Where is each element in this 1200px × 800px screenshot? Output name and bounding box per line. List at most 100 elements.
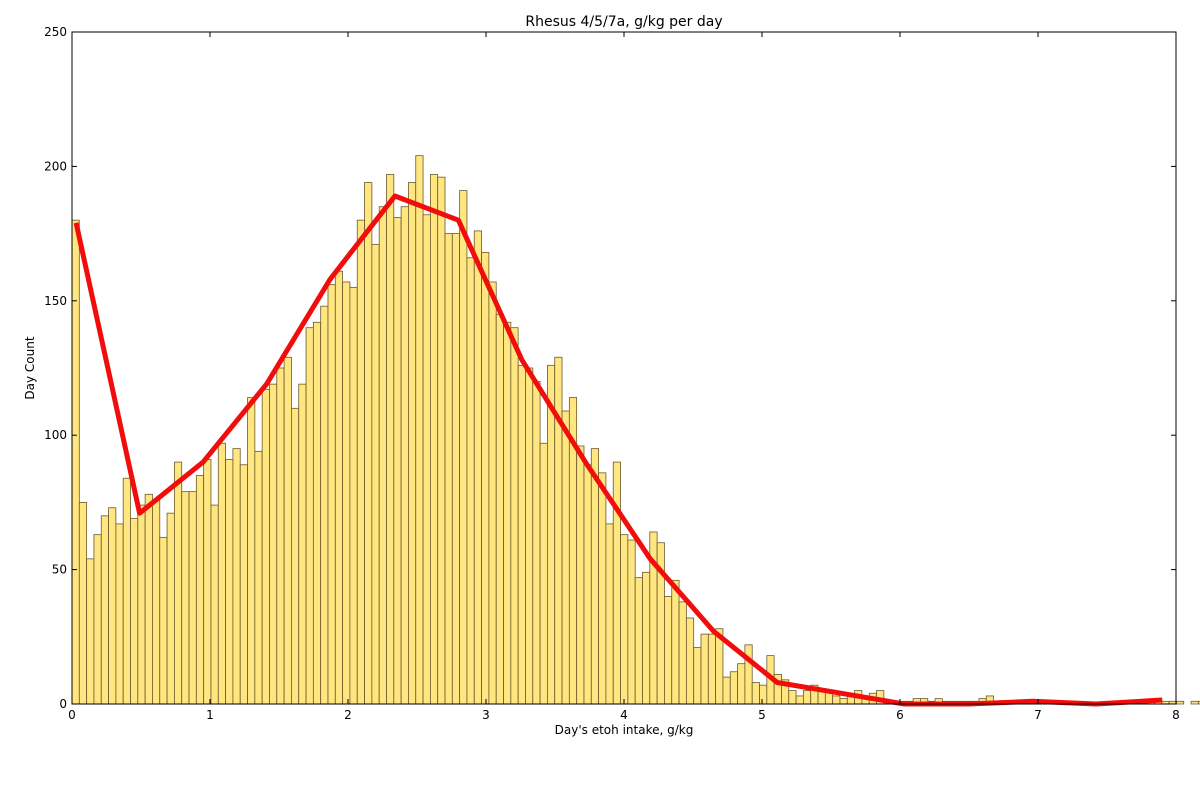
histogram-bar bbox=[152, 499, 161, 705]
x-tick-label: 8 bbox=[1172, 708, 1180, 722]
histogram-bar bbox=[1197, 700, 1200, 705]
y-tick-label: 50 bbox=[52, 563, 67, 577]
histogram-bar bbox=[188, 491, 197, 705]
x-tick-label: 4 bbox=[620, 708, 628, 722]
histogram-bar bbox=[627, 539, 636, 705]
histogram-bar bbox=[327, 284, 336, 705]
histogram-bar bbox=[415, 155, 424, 705]
histogram-bar bbox=[795, 695, 804, 705]
histogram-bar bbox=[466, 257, 475, 705]
histogram-bar bbox=[115, 523, 124, 705]
histogram-bar bbox=[729, 671, 738, 705]
histogram-bars bbox=[71, 155, 1200, 705]
histogram-bar bbox=[400, 206, 409, 705]
histogram-bar bbox=[473, 230, 482, 705]
histogram-bar bbox=[590, 448, 599, 705]
histogram-bar bbox=[1190, 700, 1199, 705]
histogram-bar bbox=[108, 507, 117, 705]
histogram-bar bbox=[239, 464, 248, 705]
histogram-bar bbox=[93, 534, 102, 705]
histogram-bar bbox=[744, 644, 753, 705]
histogram-bar bbox=[839, 698, 848, 705]
x-tick-label: 0 bbox=[68, 708, 76, 722]
y-tick-label: 150 bbox=[44, 294, 67, 308]
x-axis-label: Day's etoh intake, g/kg bbox=[555, 723, 694, 737]
histogram-bar bbox=[634, 577, 643, 705]
histogram-bar bbox=[130, 518, 139, 705]
histogram-bar bbox=[173, 461, 183, 705]
x-tick-label: 6 bbox=[896, 708, 904, 722]
histogram-bar bbox=[685, 617, 695, 705]
histogram-bar bbox=[722, 676, 731, 705]
chart-title: Rhesus 4/5/7a, g/kg per day bbox=[525, 14, 722, 30]
y-axis-label: Day Count bbox=[23, 336, 37, 399]
histogram-bar bbox=[532, 381, 541, 705]
histogram-bar bbox=[451, 233, 461, 705]
histogram-bar bbox=[217, 442, 226, 705]
histogram-bar bbox=[547, 364, 556, 705]
histogram-bar bbox=[283, 356, 292, 705]
histogram-bar bbox=[181, 491, 190, 705]
histogram-bar bbox=[254, 450, 263, 705]
histogram-bar bbox=[561, 410, 570, 705]
x-tick-label: 1 bbox=[206, 708, 214, 722]
histogram-bar bbox=[700, 633, 709, 705]
histogram-bar bbox=[539, 442, 548, 705]
y-tick-label: 250 bbox=[44, 25, 67, 39]
histogram-bar bbox=[517, 364, 526, 705]
histogram-bar bbox=[707, 633, 717, 705]
histogram-bar bbox=[503, 321, 512, 705]
histogram-bar bbox=[122, 477, 131, 705]
histogram-bar bbox=[203, 458, 212, 705]
histogram-bar bbox=[422, 214, 431, 705]
x-tick-label: 3 bbox=[482, 708, 490, 722]
histogram-bar bbox=[71, 219, 80, 705]
histogram-bar bbox=[159, 536, 168, 705]
histogram-bar bbox=[444, 233, 453, 705]
histogram-bar bbox=[751, 682, 760, 705]
histogram-bar bbox=[312, 321, 322, 705]
histogram-bar bbox=[298, 383, 307, 705]
histogram-bar bbox=[598, 472, 607, 705]
histogram-bar bbox=[671, 579, 680, 705]
y-axis-ticks: 0 50 100 150 200 250 bbox=[44, 25, 1176, 711]
histogram-bar bbox=[334, 270, 344, 705]
histogram-bar bbox=[612, 461, 621, 705]
histogram-bar bbox=[137, 504, 146, 705]
histogram-bar bbox=[525, 367, 534, 705]
histogram-bar bbox=[437, 176, 446, 705]
histogram-bar bbox=[664, 596, 673, 705]
histogram-bar bbox=[247, 397, 256, 705]
x-tick-label: 5 bbox=[758, 708, 766, 722]
histogram-bar bbox=[495, 313, 504, 705]
histogram-bar bbox=[642, 571, 651, 705]
histogram-bar bbox=[678, 601, 687, 705]
histogram-bar bbox=[408, 182, 417, 705]
histogram-bar bbox=[620, 534, 629, 705]
histogram-bar bbox=[554, 356, 563, 705]
histogram-bar bbox=[261, 389, 270, 705]
histogram-bar bbox=[429, 174, 439, 705]
histogram-bar bbox=[364, 182, 373, 705]
histogram-bar bbox=[481, 252, 490, 705]
histogram-bar bbox=[788, 690, 797, 705]
histogram-bar bbox=[356, 219, 365, 705]
histogram-bar bbox=[144, 493, 153, 705]
y-tick-label: 200 bbox=[44, 159, 67, 173]
histogram-bar bbox=[371, 243, 380, 705]
x-tick-label: 2 bbox=[344, 708, 352, 722]
histogram-bar bbox=[291, 407, 300, 705]
histogram-bar bbox=[378, 206, 387, 705]
histogram-bar bbox=[459, 190, 468, 705]
x-axis-ticks: 0 1 2 3 4 5 6 7 8 bbox=[68, 32, 1180, 722]
histogram-bar bbox=[576, 445, 585, 705]
histogram-bar bbox=[759, 684, 768, 705]
histogram-bar bbox=[583, 464, 592, 705]
histogram-bar bbox=[737, 663, 746, 705]
histogram-bar bbox=[803, 690, 812, 705]
histogram-bar bbox=[510, 327, 519, 705]
histogram-bar bbox=[488, 281, 497, 705]
x-tick-label: 7 bbox=[1034, 708, 1042, 722]
histogram-bar bbox=[386, 174, 395, 705]
